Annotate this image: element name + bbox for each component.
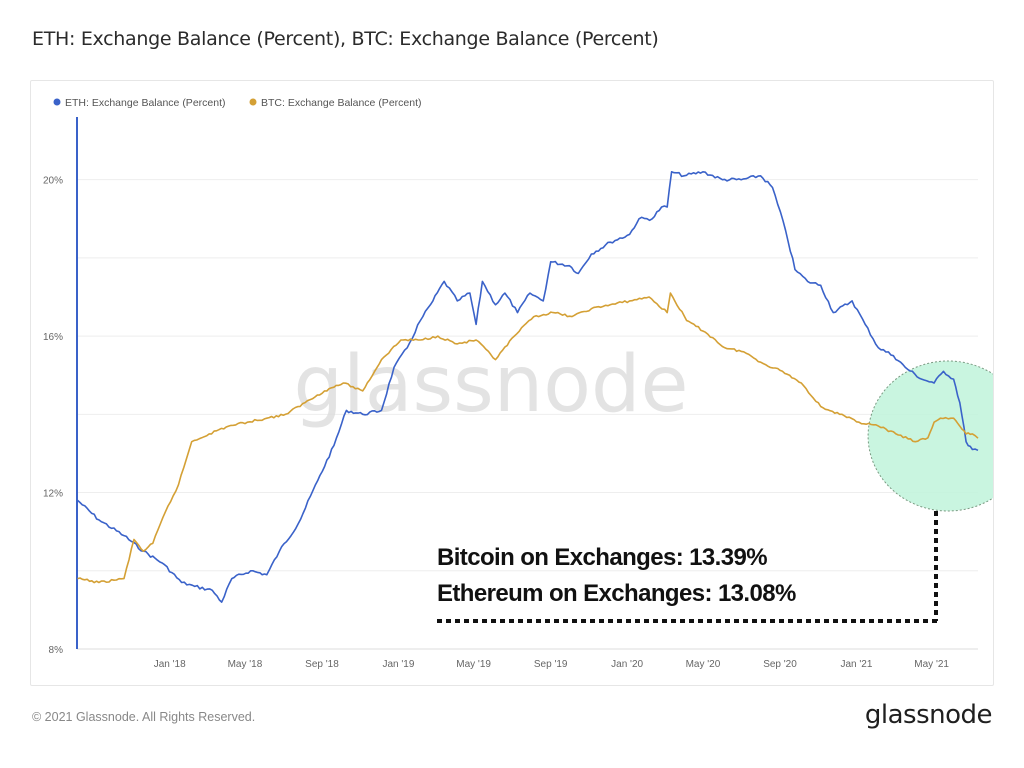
y-tick-label: 12% [43, 489, 63, 500]
annotation-bitcoin: Bitcoin on Exchanges: 13.39% [437, 544, 767, 571]
legend-eth-label: ETH: Exchange Balance (Percent) [65, 97, 226, 109]
x-tick-label: Sep '19 [534, 659, 568, 670]
x-tick-label: May '20 [686, 659, 721, 670]
x-tick-label: Jan '19 [382, 659, 414, 670]
page-title: ETH: Exchange Balance (Percent), BTC: Ex… [32, 28, 659, 50]
x-tick-label: Jan '21 [840, 659, 872, 670]
x-tick-label: May '21 [914, 659, 949, 670]
x-tick-label: Jan '18 [154, 659, 186, 670]
y-tick-label: 8% [49, 645, 64, 656]
chart-svg: 8% 12% 16% 20% Jan '18 May '18 Sep '18 Jan '19 M… [43, 97, 993, 670]
annotation-ethereum: Ethereum on Exchanges: 13.08% [437, 580, 796, 607]
x-tick-label: May '18 [228, 659, 263, 670]
x-tick-label: May '19 [456, 659, 491, 670]
y-tick-label: 16% [43, 332, 63, 343]
legend-btc-label: BTC: Exchange Balance (Percent) [261, 97, 422, 109]
eth-series-line [77, 171, 979, 603]
footer-copyright: © 2021 Glassnode. All Rights Reserved. [32, 710, 256, 724]
legend-btc-marker [249, 98, 257, 106]
y-tick-label: 20% [43, 176, 63, 187]
chart-frame: 8% 12% 16% 20% Jan '18 May '18 Sep '18 Jan '19 M… [30, 80, 994, 686]
x-tick-label: Jan '20 [611, 659, 643, 670]
btc-series-line [77, 292, 979, 584]
x-tick-label: Sep '18 [305, 659, 339, 670]
highlight-circle [867, 360, 993, 512]
x-tick-label: Sep '20 [763, 659, 797, 670]
glassnode-logo: glassnode [864, 700, 993, 730]
legend-eth-marker [53, 98, 61, 106]
